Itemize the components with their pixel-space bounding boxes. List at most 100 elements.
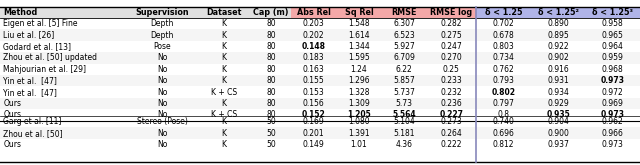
- Text: 80: 80: [266, 99, 276, 108]
- Text: 80: 80: [266, 88, 276, 97]
- Text: Sq Rel: Sq Rel: [344, 8, 373, 17]
- Text: 80: 80: [266, 31, 276, 40]
- Text: 0.275: 0.275: [440, 31, 462, 40]
- Bar: [0, 7, 127, 18]
- Text: Pose: Pose: [153, 42, 171, 51]
- Text: 1.614: 1.614: [348, 31, 370, 40]
- Text: RMSE log: RMSE log: [430, 8, 472, 17]
- Bar: [0, 86, 640, 98]
- Text: K: K: [221, 117, 227, 126]
- Bar: [0, 64, 640, 75]
- Text: 0.931: 0.931: [547, 76, 569, 85]
- Text: 80: 80: [266, 110, 276, 119]
- Text: 0.734: 0.734: [493, 53, 515, 62]
- Text: K: K: [221, 129, 227, 138]
- Text: K: K: [221, 31, 227, 40]
- Bar: [0, 29, 640, 41]
- Text: 1.01: 1.01: [351, 140, 367, 149]
- Text: 0.156: 0.156: [303, 99, 324, 108]
- Text: No: No: [157, 110, 167, 119]
- Text: 1.328: 1.328: [348, 88, 370, 97]
- Text: 0.973: 0.973: [601, 76, 625, 85]
- Bar: [476, 7, 531, 18]
- Bar: [0, 18, 640, 29]
- Text: 5.737: 5.737: [393, 88, 415, 97]
- Text: 0.812: 0.812: [493, 140, 514, 149]
- Text: 0.153: 0.153: [303, 88, 324, 97]
- Text: 0.934: 0.934: [547, 88, 569, 97]
- Bar: [0, 98, 640, 109]
- Text: Zhou et al. [50] updated: Zhou et al. [50] updated: [3, 53, 97, 62]
- Text: 0.282: 0.282: [441, 19, 462, 28]
- Text: 5.73: 5.73: [396, 99, 413, 108]
- Text: 0.232: 0.232: [440, 88, 462, 97]
- Text: 0.973: 0.973: [601, 110, 625, 119]
- Text: 0.965: 0.965: [602, 31, 623, 40]
- Bar: [0, 116, 640, 128]
- Text: Depth: Depth: [150, 19, 173, 28]
- Text: No: No: [157, 140, 167, 149]
- Text: 0.25: 0.25: [443, 65, 460, 74]
- Bar: [196, 7, 251, 18]
- Text: Zhou et al. [50]: Zhou et al. [50]: [3, 129, 63, 138]
- Text: 80: 80: [266, 42, 276, 51]
- Text: 0.969: 0.969: [602, 99, 623, 108]
- Text: Yin et al.  [47]: Yin et al. [47]: [3, 76, 57, 85]
- Text: 0.678: 0.678: [493, 31, 515, 40]
- Text: 0.152: 0.152: [302, 110, 326, 119]
- Text: 80: 80: [266, 53, 276, 62]
- Text: 0.793: 0.793: [493, 76, 515, 85]
- Text: 50: 50: [266, 117, 276, 126]
- Text: K: K: [221, 76, 227, 85]
- Text: No: No: [157, 129, 167, 138]
- Bar: [0, 52, 640, 64]
- Text: No: No: [157, 99, 167, 108]
- Text: K + CS: K + CS: [211, 110, 237, 119]
- Text: 0.803: 0.803: [493, 42, 515, 51]
- Text: 0.227: 0.227: [440, 110, 463, 119]
- Bar: [291, 7, 337, 18]
- Text: 50: 50: [266, 140, 276, 149]
- Bar: [586, 7, 640, 18]
- Text: 1.296: 1.296: [348, 76, 370, 85]
- Text: 6.709: 6.709: [393, 53, 415, 62]
- Text: No: No: [157, 76, 167, 85]
- Text: 5.104: 5.104: [393, 117, 415, 126]
- Text: 0.968: 0.968: [602, 65, 623, 74]
- Text: 0.696: 0.696: [493, 129, 515, 138]
- Text: 0.929: 0.929: [547, 99, 569, 108]
- Text: δ < 1.25³: δ < 1.25³: [592, 8, 633, 17]
- Text: 6.307: 6.307: [393, 19, 415, 28]
- Text: 0.273: 0.273: [440, 117, 462, 126]
- Text: 5.857: 5.857: [393, 76, 415, 85]
- Text: 0.964: 0.964: [602, 42, 623, 51]
- Text: Ours: Ours: [3, 140, 21, 149]
- Text: 0.895: 0.895: [547, 31, 569, 40]
- Text: 1.309: 1.309: [348, 99, 370, 108]
- Bar: [531, 7, 586, 18]
- Text: 0.762: 0.762: [493, 65, 515, 74]
- Text: 0.740: 0.740: [493, 117, 515, 126]
- Bar: [127, 7, 196, 18]
- Text: 0.163: 0.163: [303, 65, 324, 74]
- Text: 1.344: 1.344: [348, 42, 370, 51]
- Text: 6.523: 6.523: [393, 31, 415, 40]
- Text: 80: 80: [266, 65, 276, 74]
- Text: 80: 80: [266, 76, 276, 85]
- Bar: [0, 75, 640, 86]
- Text: K: K: [221, 99, 227, 108]
- Text: 0.201: 0.201: [303, 129, 324, 138]
- Text: 0.148: 0.148: [302, 42, 326, 51]
- Text: δ < 1.25²: δ < 1.25²: [538, 8, 579, 17]
- Text: No: No: [157, 53, 167, 62]
- Bar: [381, 7, 427, 18]
- Text: 1.080: 1.080: [348, 117, 370, 126]
- Text: Yin et al.  [47]: Yin et al. [47]: [3, 88, 57, 97]
- Text: Depth: Depth: [150, 31, 173, 40]
- Text: 0.203: 0.203: [303, 19, 324, 28]
- Text: Method: Method: [3, 8, 38, 17]
- Text: 0.902: 0.902: [547, 53, 569, 62]
- Text: 0.966: 0.966: [602, 129, 623, 138]
- Text: 1.391: 1.391: [348, 129, 370, 138]
- Bar: [0, 139, 640, 150]
